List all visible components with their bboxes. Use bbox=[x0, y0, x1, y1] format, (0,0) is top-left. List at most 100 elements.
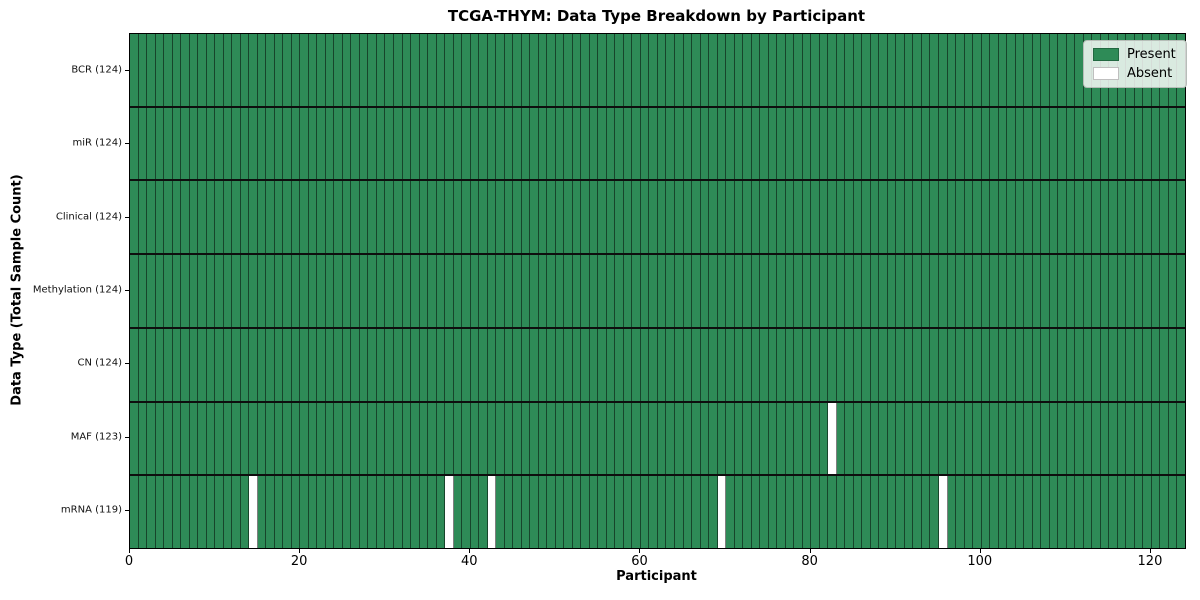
heatmap-cell bbox=[181, 402, 190, 475]
heatmap-cell bbox=[692, 34, 701, 106]
heatmap-cell bbox=[904, 181, 914, 254]
heatmap-cell bbox=[453, 476, 463, 549]
heatmap-cell bbox=[1032, 328, 1042, 401]
heatmap-cell bbox=[530, 476, 539, 549]
heatmap-cell bbox=[334, 34, 343, 106]
heatmap-cell bbox=[666, 107, 675, 180]
heatmap-cell bbox=[538, 255, 548, 327]
heatmap-cell bbox=[887, 402, 897, 475]
heatmap-cell bbox=[581, 328, 590, 401]
heatmap-cell bbox=[291, 476, 301, 549]
heatmap-cell bbox=[973, 181, 982, 254]
heatmap-cell bbox=[385, 328, 394, 401]
heatmap-cell bbox=[300, 34, 309, 106]
heatmap-cell bbox=[887, 181, 897, 254]
heatmap-cell bbox=[981, 107, 991, 180]
heatmap-cell bbox=[649, 34, 658, 106]
heatmap-cell bbox=[223, 402, 233, 475]
heatmap-cell bbox=[785, 181, 795, 254]
heatmap-cell bbox=[1109, 181, 1118, 254]
heatmap-cell bbox=[973, 328, 982, 401]
heatmap-cell bbox=[853, 181, 863, 254]
heatmap-cell bbox=[496, 402, 505, 475]
heatmap-cell bbox=[751, 181, 761, 254]
heatmap-cell bbox=[947, 402, 957, 475]
heatmap-cell bbox=[1024, 181, 1033, 254]
heatmap-cell bbox=[743, 328, 752, 401]
heatmap-cell bbox=[606, 34, 616, 106]
heatmap-cell bbox=[530, 402, 539, 475]
heatmap-cell bbox=[223, 328, 233, 401]
heatmap-cell bbox=[164, 255, 173, 327]
heatmap-cell bbox=[853, 328, 863, 401]
heatmap-cell bbox=[589, 476, 599, 549]
heatmap-cell bbox=[376, 402, 386, 475]
heatmap-cell bbox=[887, 107, 897, 180]
heatmap-cell bbox=[283, 402, 292, 475]
heatmap-row-miR bbox=[130, 107, 1185, 182]
heatmap-cell bbox=[760, 107, 769, 180]
heatmap-cell bbox=[956, 107, 965, 180]
heatmap-cell bbox=[657, 255, 667, 327]
heatmap-cell bbox=[513, 328, 522, 401]
heatmap-cell bbox=[334, 476, 343, 549]
heatmap-cell bbox=[1083, 476, 1093, 549]
heatmap-cell bbox=[921, 476, 931, 549]
heatmap-cell bbox=[300, 181, 309, 254]
heatmap-cell bbox=[709, 34, 718, 106]
heatmap-cell bbox=[419, 181, 429, 254]
heatmap-cell bbox=[870, 255, 880, 327]
heatmap-cell bbox=[1117, 476, 1127, 549]
heatmap-cell bbox=[751, 34, 761, 106]
heatmap-cell bbox=[1066, 34, 1076, 106]
heatmap-cell bbox=[802, 107, 812, 180]
heatmap-cell bbox=[768, 255, 778, 327]
heatmap-cell bbox=[496, 181, 505, 254]
heatmap-cell bbox=[1015, 107, 1025, 180]
heatmap-cell bbox=[1083, 402, 1093, 475]
heatmap-cell bbox=[1007, 181, 1016, 254]
heatmap-cell bbox=[709, 476, 718, 549]
heatmap-cell bbox=[853, 255, 863, 327]
heatmap-cell bbox=[1083, 328, 1093, 401]
heatmap-cell bbox=[811, 402, 820, 475]
heatmap-cell bbox=[232, 181, 241, 254]
heatmap-cell bbox=[870, 328, 880, 401]
heatmap-cell bbox=[215, 34, 224, 106]
y-tick-mark bbox=[125, 436, 129, 438]
heatmap-cell bbox=[666, 328, 675, 401]
heatmap-cell bbox=[249, 402, 258, 475]
heatmap-cell bbox=[436, 34, 446, 106]
heatmap-cell bbox=[1041, 181, 1050, 254]
heatmap-cell bbox=[308, 476, 318, 549]
heatmap-cell bbox=[598, 402, 607, 475]
heatmap-cell bbox=[240, 328, 250, 401]
heatmap-cell bbox=[981, 181, 991, 254]
heatmap-cell bbox=[419, 34, 429, 106]
heatmap-row-mRNA bbox=[130, 476, 1185, 549]
heatmap-cell bbox=[240, 181, 250, 254]
heatmap-cell bbox=[240, 34, 250, 106]
heatmap-cell bbox=[760, 255, 769, 327]
heatmap-cell bbox=[930, 255, 939, 327]
heatmap-cell bbox=[1160, 402, 1169, 475]
heatmap-cell bbox=[308, 328, 318, 401]
heatmap-cell bbox=[504, 328, 514, 401]
heatmap-cell bbox=[547, 181, 556, 254]
heatmap-cell bbox=[419, 476, 429, 549]
heatmap-cell bbox=[1134, 476, 1144, 549]
heatmap-cell bbox=[879, 107, 888, 180]
x-tick-label: 120 bbox=[1137, 553, 1163, 569]
heatmap-cell bbox=[1049, 34, 1059, 106]
heatmap-cell bbox=[853, 476, 863, 549]
heatmap-cell bbox=[266, 476, 275, 549]
heatmap-cell bbox=[1177, 107, 1185, 180]
heatmap-cell bbox=[760, 34, 769, 106]
heatmap-cell bbox=[283, 181, 292, 254]
heatmap-cell bbox=[709, 181, 718, 254]
heatmap-cell bbox=[1126, 255, 1135, 327]
heatmap-cell bbox=[921, 255, 931, 327]
heatmap-cell bbox=[351, 107, 360, 180]
heatmap-cell bbox=[436, 255, 446, 327]
heatmap-cell bbox=[726, 255, 735, 327]
